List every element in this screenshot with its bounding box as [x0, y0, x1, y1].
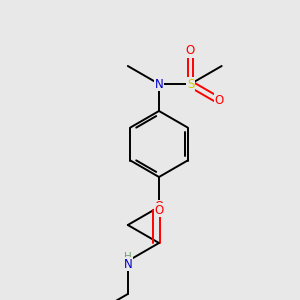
- Text: O: O: [214, 94, 224, 107]
- Text: O: O: [154, 203, 164, 217]
- Text: S: S: [187, 77, 194, 91]
- Text: O: O: [186, 44, 195, 58]
- Text: N: N: [154, 77, 164, 91]
- Text: H: H: [124, 251, 132, 262]
- Text: O: O: [154, 200, 164, 214]
- Text: N: N: [123, 257, 132, 271]
